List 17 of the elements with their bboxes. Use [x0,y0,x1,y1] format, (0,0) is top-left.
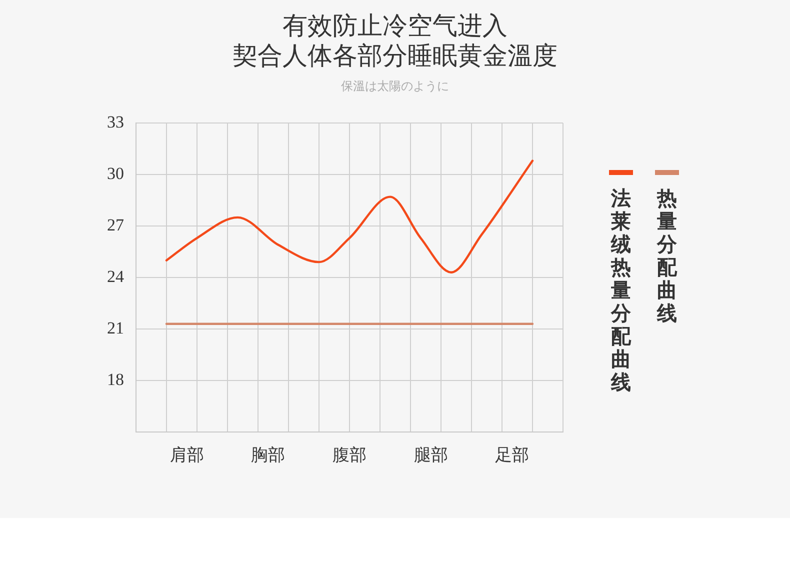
y-tick-label: 27 [107,215,124,234]
x-tick-label: 腹部 [332,446,366,465]
text: 保溫は太陽のように [340,78,450,95]
legend-label: 热量分配曲线 [657,186,677,325]
chart-title: 有效防止冷空气进入 [282,12,508,42]
y-tick-label: 18 [107,370,124,389]
x-tick-label: 胸部 [251,446,286,465]
line-series [165,160,534,274]
x-tick-label: 足部 [495,446,530,465]
x-tick-label: 肩部 [170,446,204,465]
y-tick-label: 24 [107,266,124,286]
x-tick-label: 腿部 [414,446,448,465]
y-tick-label: 30 [107,164,124,183]
text: 法莱绒热量分配曲线 [611,186,631,394]
chart-subtitle: 契合人体各部分睡眠黄金溫度 [232,42,558,72]
y-tick-label: 33 [107,112,124,132]
y-tick-label: 21 [107,318,124,338]
